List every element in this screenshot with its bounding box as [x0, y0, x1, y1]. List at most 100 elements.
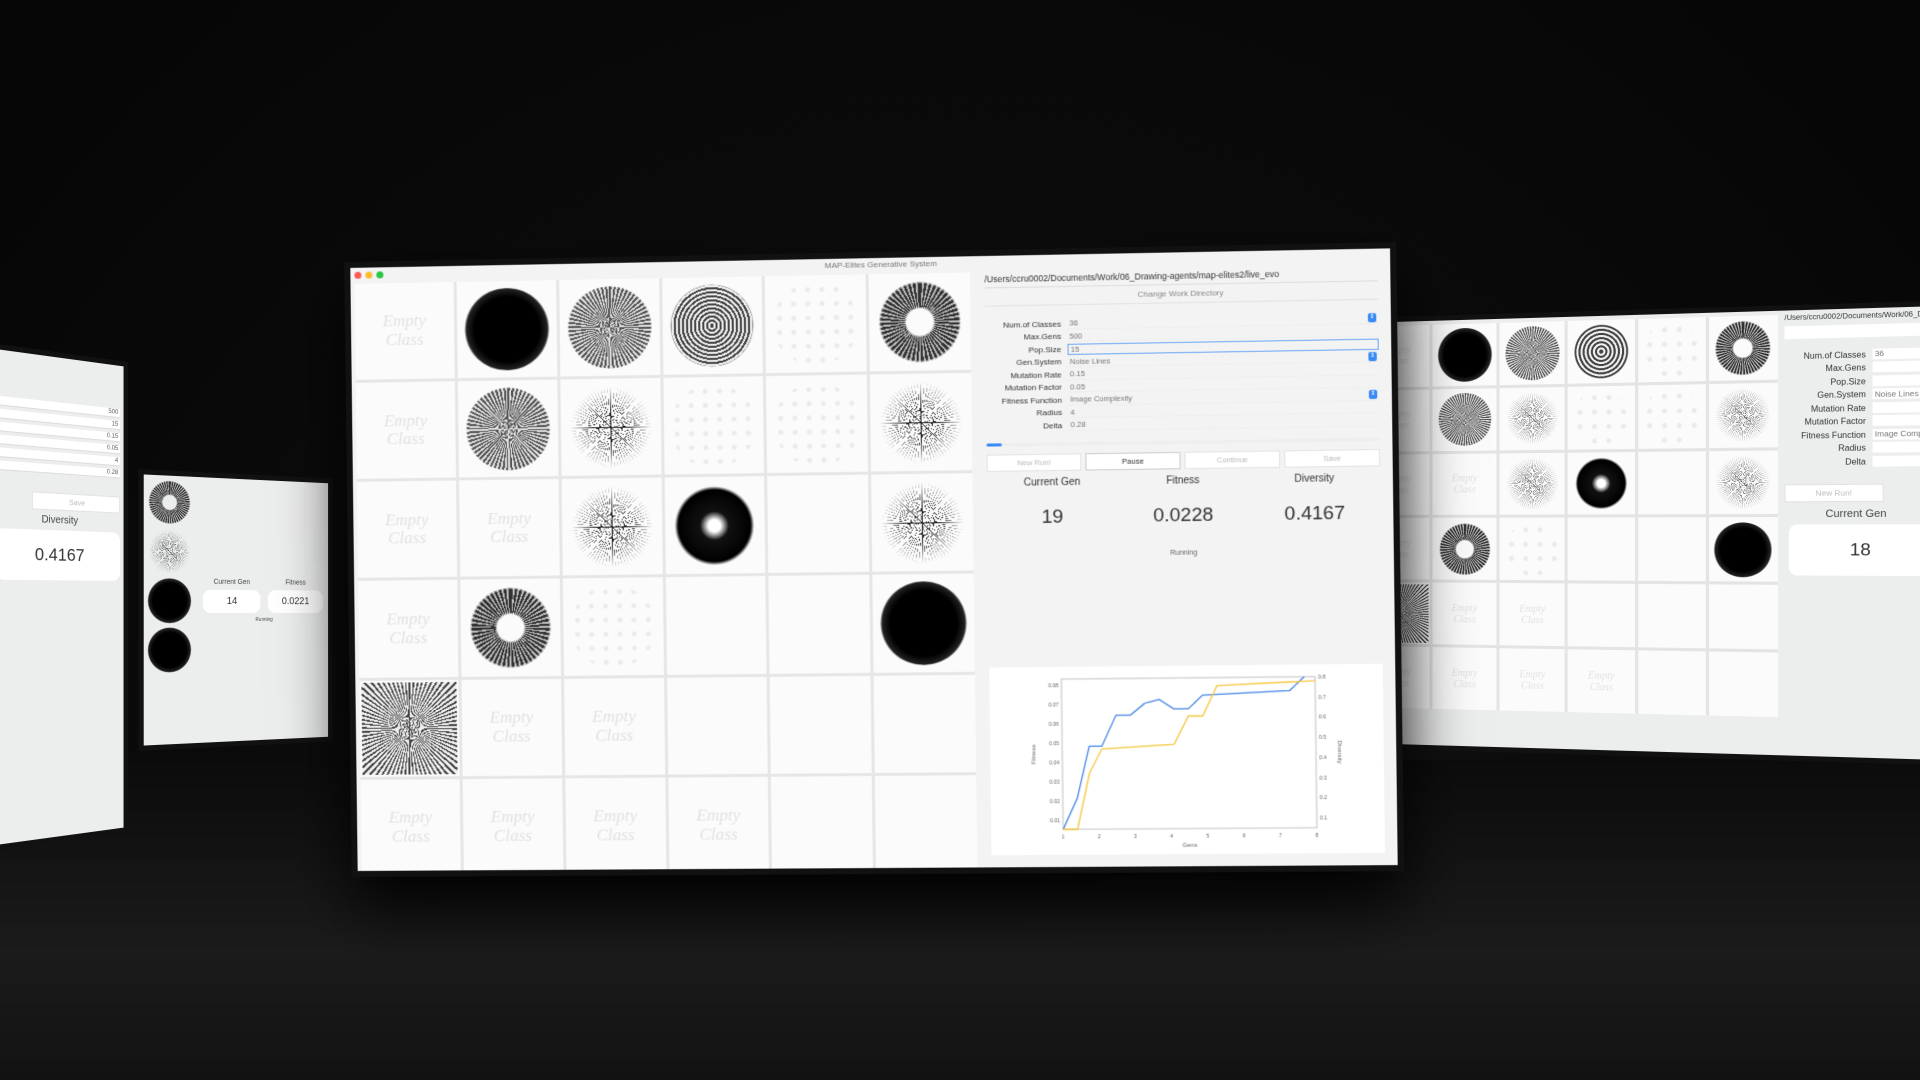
stepper-icon[interactable]: ⇕: [1367, 313, 1377, 323]
pause-button[interactable]: Pause: [1085, 451, 1181, 471]
class-cell[interactable]: [460, 578, 561, 677]
class-cell[interactable]: [1568, 517, 1635, 582]
field-input[interactable]: [1872, 441, 1920, 454]
field-label: Fitness Function: [1801, 429, 1866, 441]
class-cell[interactable]: [1637, 383, 1706, 449]
class-cell[interactable]: [1568, 583, 1635, 648]
class-cell[interactable]: [1637, 517, 1706, 582]
class-cell[interactable]: [359, 679, 460, 777]
gen-system-select[interactable]: Noise Lines: [1872, 386, 1920, 401]
class-cell[interactable]: [457, 379, 559, 478]
class-cell[interactable]: [1708, 584, 1778, 650]
class-cell[interactable]: [769, 675, 872, 774]
field-label: Mutation Factor: [1804, 416, 1866, 428]
class-cell[interactable]: [1499, 518, 1566, 581]
class-cell[interactable]: Empty Class: [1432, 582, 1497, 646]
class-cell[interactable]: [1432, 388, 1497, 451]
class-cell[interactable]: Empty Class: [358, 580, 459, 678]
stepper-icon[interactable]: ⇕: [1368, 389, 1378, 400]
class-cell[interactable]: Empty Class: [356, 480, 458, 579]
field-input[interactable]: [1872, 400, 1920, 414]
class-cell[interactable]: [766, 374, 869, 474]
class-cell[interactable]: Empty Class: [1432, 453, 1497, 516]
class-cell[interactable]: [1432, 323, 1497, 387]
class-cell[interactable]: [1708, 651, 1778, 718]
class-cell[interactable]: [1637, 650, 1706, 716]
class-cell[interactable]: [1708, 315, 1778, 381]
field-input[interactable]: [1872, 373, 1920, 388]
new-run-button[interactable]: New Run!: [1784, 483, 1884, 502]
class-cell[interactable]: [874, 775, 978, 874]
class-cell[interactable]: [562, 577, 664, 676]
class-cell[interactable]: [873, 674, 977, 773]
close-window-button[interactable]: [354, 271, 362, 279]
field-input[interactable]: [1872, 359, 1920, 374]
class-cell[interactable]: [768, 575, 871, 674]
new-run-button[interactable]: New Run!: [986, 452, 1082, 472]
class-cell[interactable]: [1499, 452, 1566, 516]
maximize-window-button[interactable]: [376, 270, 384, 278]
artwork-image: [467, 585, 554, 670]
class-cell[interactable]: [1637, 317, 1706, 383]
class-cell[interactable]: [1499, 386, 1566, 451]
class-cell[interactable]: Empty Class: [1499, 583, 1566, 647]
num-classes-value[interactable]: 36: [1872, 346, 1920, 361]
class-cell[interactable]: [666, 676, 769, 775]
artwork-image: [1504, 325, 1561, 381]
class-cell[interactable]: [661, 276, 764, 375]
continue-button[interactable]: Continue: [1184, 449, 1281, 469]
class-cell[interactable]: Empty Class: [461, 678, 562, 776]
class-cell[interactable]: Empty Class: [360, 778, 461, 876]
minimize-window-button[interactable]: [365, 271, 373, 279]
class-cell[interactable]: [1708, 517, 1778, 583]
class-cell[interactable]: [1499, 321, 1566, 385]
class-cell[interactable]: [558, 278, 660, 377]
class-cell[interactable]: Empty Class: [564, 777, 666, 875]
class-cell[interactable]: [1568, 319, 1635, 384]
fitness-function-select[interactable]: Image Complexity: [1872, 427, 1920, 441]
class-cell[interactable]: Empty Class: [1499, 648, 1566, 712]
class-cell[interactable]: [1708, 382, 1778, 448]
class-cell[interactable]: [868, 272, 972, 372]
change-work-directory-button[interactable]: Change Work Directory: [984, 285, 1379, 307]
save-button[interactable]: Save: [31, 491, 121, 514]
fitness-line: [1061, 677, 1306, 830]
class-cell[interactable]: [765, 274, 867, 374]
class-cell[interactable]: [771, 775, 874, 874]
class-cell[interactable]: [872, 573, 975, 673]
artwork-image: [1713, 522, 1774, 578]
class-cell[interactable]: [662, 376, 765, 475]
class-cell[interactable]: Empty Class: [458, 479, 560, 578]
class-cell[interactable]: [1708, 450, 1778, 515]
class-cell[interactable]: [871, 473, 974, 573]
empty-class-label: Empty Class: [490, 806, 535, 846]
class-cell[interactable]: Empty Class: [1568, 649, 1635, 714]
class-cell[interactable]: [456, 280, 557, 379]
save-button[interactable]: Save: [1284, 448, 1381, 468]
progress-bar: [986, 437, 1380, 447]
class-cell[interactable]: Empty Class: [1432, 647, 1497, 711]
class-cell[interactable]: [1432, 518, 1497, 581]
stepper-icon[interactable]: ⇕: [1368, 351, 1377, 361]
class-cell[interactable]: [1568, 385, 1635, 450]
class-cell[interactable]: [560, 378, 662, 477]
class-cell[interactable]: Empty Class: [563, 677, 665, 776]
class-cell[interactable]: [870, 372, 973, 472]
empty-class-label: Empty Class: [384, 509, 429, 548]
class-cell[interactable]: [1637, 450, 1706, 515]
field-input[interactable]: [1872, 414, 1920, 428]
class-cell[interactable]: [665, 576, 767, 675]
class-cell[interactable]: [664, 476, 766, 575]
class-cell[interactable]: [561, 477, 663, 576]
class-cell[interactable]: [767, 474, 870, 574]
class-cell[interactable]: Empty Class: [354, 282, 455, 381]
class-cell[interactable]: [1568, 451, 1635, 515]
class-cell[interactable]: Empty Class: [667, 776, 770, 875]
class-cell[interactable]: Empty Class: [355, 381, 456, 480]
class-cell[interactable]: [1637, 584, 1706, 649]
field-input[interactable]: [1872, 454, 1920, 468]
fitness-value: 0.0228: [1153, 503, 1214, 527]
current-gen-value: 14: [202, 589, 261, 614]
empty-class-label: Empty Class: [386, 608, 430, 648]
class-cell[interactable]: Empty Class: [462, 778, 564, 876]
